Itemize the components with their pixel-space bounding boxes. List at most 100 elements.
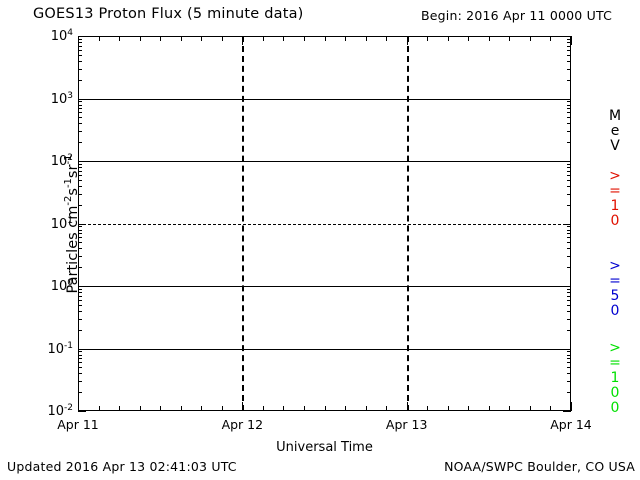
y-axis-minor-tick [78, 185, 82, 187]
y-axis-minor-tick [78, 358, 82, 360]
y-axis-minor-tick [78, 299, 82, 301]
y-axis-minor-tick [78, 163, 82, 165]
x-axis-minor-tick [283, 36, 285, 41]
x-axis-minor-tick [180, 36, 182, 41]
y-axis-minor-tick [78, 60, 82, 62]
x-axis-minor-tick [550, 36, 552, 41]
updated-timestamp: Updated 2016 Apr 13 02:41:03 UTC [7, 459, 237, 474]
legend-entry-ge50: >=50 [607, 258, 623, 318]
y-axis-major-tick [563, 161, 571, 162]
y-axis-major-tick [78, 161, 86, 162]
y-axis-minor-tick [567, 392, 571, 394]
y-axis-tick-label: 102 [50, 152, 73, 170]
y-axis-minor-tick [78, 248, 82, 250]
y-axis-minor-tick [567, 362, 571, 364]
x-axis-minor-tick [160, 406, 162, 411]
y-axis-minor-tick [567, 256, 571, 258]
y-axis-minor-tick [567, 267, 571, 269]
y-axis-minor-tick [78, 167, 82, 169]
x-axis-minor-tick [160, 36, 162, 41]
y-axis-minor-tick [78, 354, 82, 356]
x-axis-major-tick [406, 36, 408, 45]
y-axis-minor-tick [78, 112, 82, 114]
x-axis-minor-tick [201, 406, 203, 411]
x-axis-tick-label: Apr 13 [385, 417, 428, 432]
x-axis-minor-tick [180, 406, 182, 411]
x-axis-minor-tick [98, 36, 100, 41]
y-axis-minor-tick [567, 242, 571, 244]
y-axis-minor-tick [567, 117, 571, 119]
x-axis-minor-tick [468, 406, 470, 411]
x-axis-major-tick [571, 402, 572, 411]
x-axis-title: Universal Time [276, 440, 373, 455]
y-axis-minor-tick [78, 267, 82, 269]
y-axis-minor-tick [78, 49, 82, 51]
x-axis-minor-tick [509, 406, 511, 411]
y-axis-minor-tick [567, 229, 571, 231]
legend-unit-mev: MeV [607, 108, 623, 153]
y-axis-minor-tick [78, 68, 82, 70]
x-axis-minor-tick [427, 36, 429, 41]
y-axis-minor-tick [567, 304, 571, 306]
y-axis-major-tick [78, 411, 86, 412]
x-axis-minor-tick [119, 36, 121, 41]
y-axis-minor-tick [567, 68, 571, 70]
y-axis-minor-tick [567, 295, 571, 297]
y-axis-minor-tick [567, 358, 571, 360]
y-axis-minor-tick [78, 288, 82, 290]
y-axis-minor-tick [78, 79, 82, 81]
y-axis-tick-label: 100 [50, 277, 73, 295]
y-axis-tick-label: 10-1 [47, 340, 73, 357]
x-axis-minor-tick [324, 36, 326, 41]
x-axis-minor-tick [221, 36, 223, 41]
gridline-horizontal-dashed [78, 223, 571, 225]
x-axis-minor-tick [427, 406, 429, 411]
y-axis-minor-tick [78, 229, 82, 231]
x-axis-minor-tick [345, 406, 347, 411]
y-axis-minor-tick [567, 288, 571, 290]
x-axis-tick-label: Apr 14 [550, 417, 592, 432]
y-axis-minor-tick [78, 256, 82, 258]
y-axis-title: Particles cm-2s-1sr-1 [63, 154, 81, 293]
y-axis-minor-tick [78, 45, 82, 47]
y-axis-major-tick [78, 286, 86, 287]
x-axis-minor-tick [468, 36, 470, 41]
chart-title: GOES13 Proton Flux (5 minute data) [33, 6, 304, 22]
y-axis-minor-tick [567, 318, 571, 320]
y-axis-minor-tick [567, 49, 571, 51]
x-axis-minor-tick [509, 36, 511, 41]
x-axis-major-tick [242, 402, 244, 411]
y-axis-minor-tick [567, 142, 571, 144]
x-axis-minor-tick [386, 36, 388, 41]
y-axis-minor-tick [567, 104, 571, 106]
x-axis-minor-tick [119, 406, 121, 411]
y-axis-minor-tick [78, 42, 82, 44]
y-axis-minor-tick [567, 381, 571, 383]
y-axis-minor-tick [78, 367, 82, 369]
x-axis-minor-tick [447, 36, 449, 41]
y-axis-minor-tick [78, 117, 82, 119]
y-axis-minor-tick [567, 185, 571, 187]
y-axis-major-tick [78, 223, 86, 225]
x-axis-minor-tick [139, 36, 141, 41]
y-axis-minor-tick [567, 38, 571, 40]
x-axis-minor-tick [386, 406, 388, 411]
y-axis-tick-label: 104 [50, 27, 73, 45]
y-axis-minor-tick [567, 174, 571, 176]
y-axis-minor-tick [78, 310, 82, 312]
x-axis-minor-tick [303, 36, 305, 41]
y-axis-minor-tick [78, 179, 82, 181]
y-axis-minor-tick [567, 367, 571, 369]
y-axis-minor-tick [78, 108, 82, 110]
y-axis-major-tick [563, 223, 571, 225]
y-axis-minor-tick [78, 304, 82, 306]
y-axis-minor-tick [78, 174, 82, 176]
y-axis-minor-tick [78, 237, 82, 239]
y-axis-major-tick [563, 286, 571, 287]
x-axis-minor-tick [345, 36, 347, 41]
x-axis-minor-tick [365, 36, 367, 41]
gridline-horizontal [78, 348, 571, 350]
y-axis-minor-tick [567, 233, 571, 235]
y-axis-minor-tick [78, 233, 82, 235]
y-axis-minor-tick [567, 167, 571, 169]
